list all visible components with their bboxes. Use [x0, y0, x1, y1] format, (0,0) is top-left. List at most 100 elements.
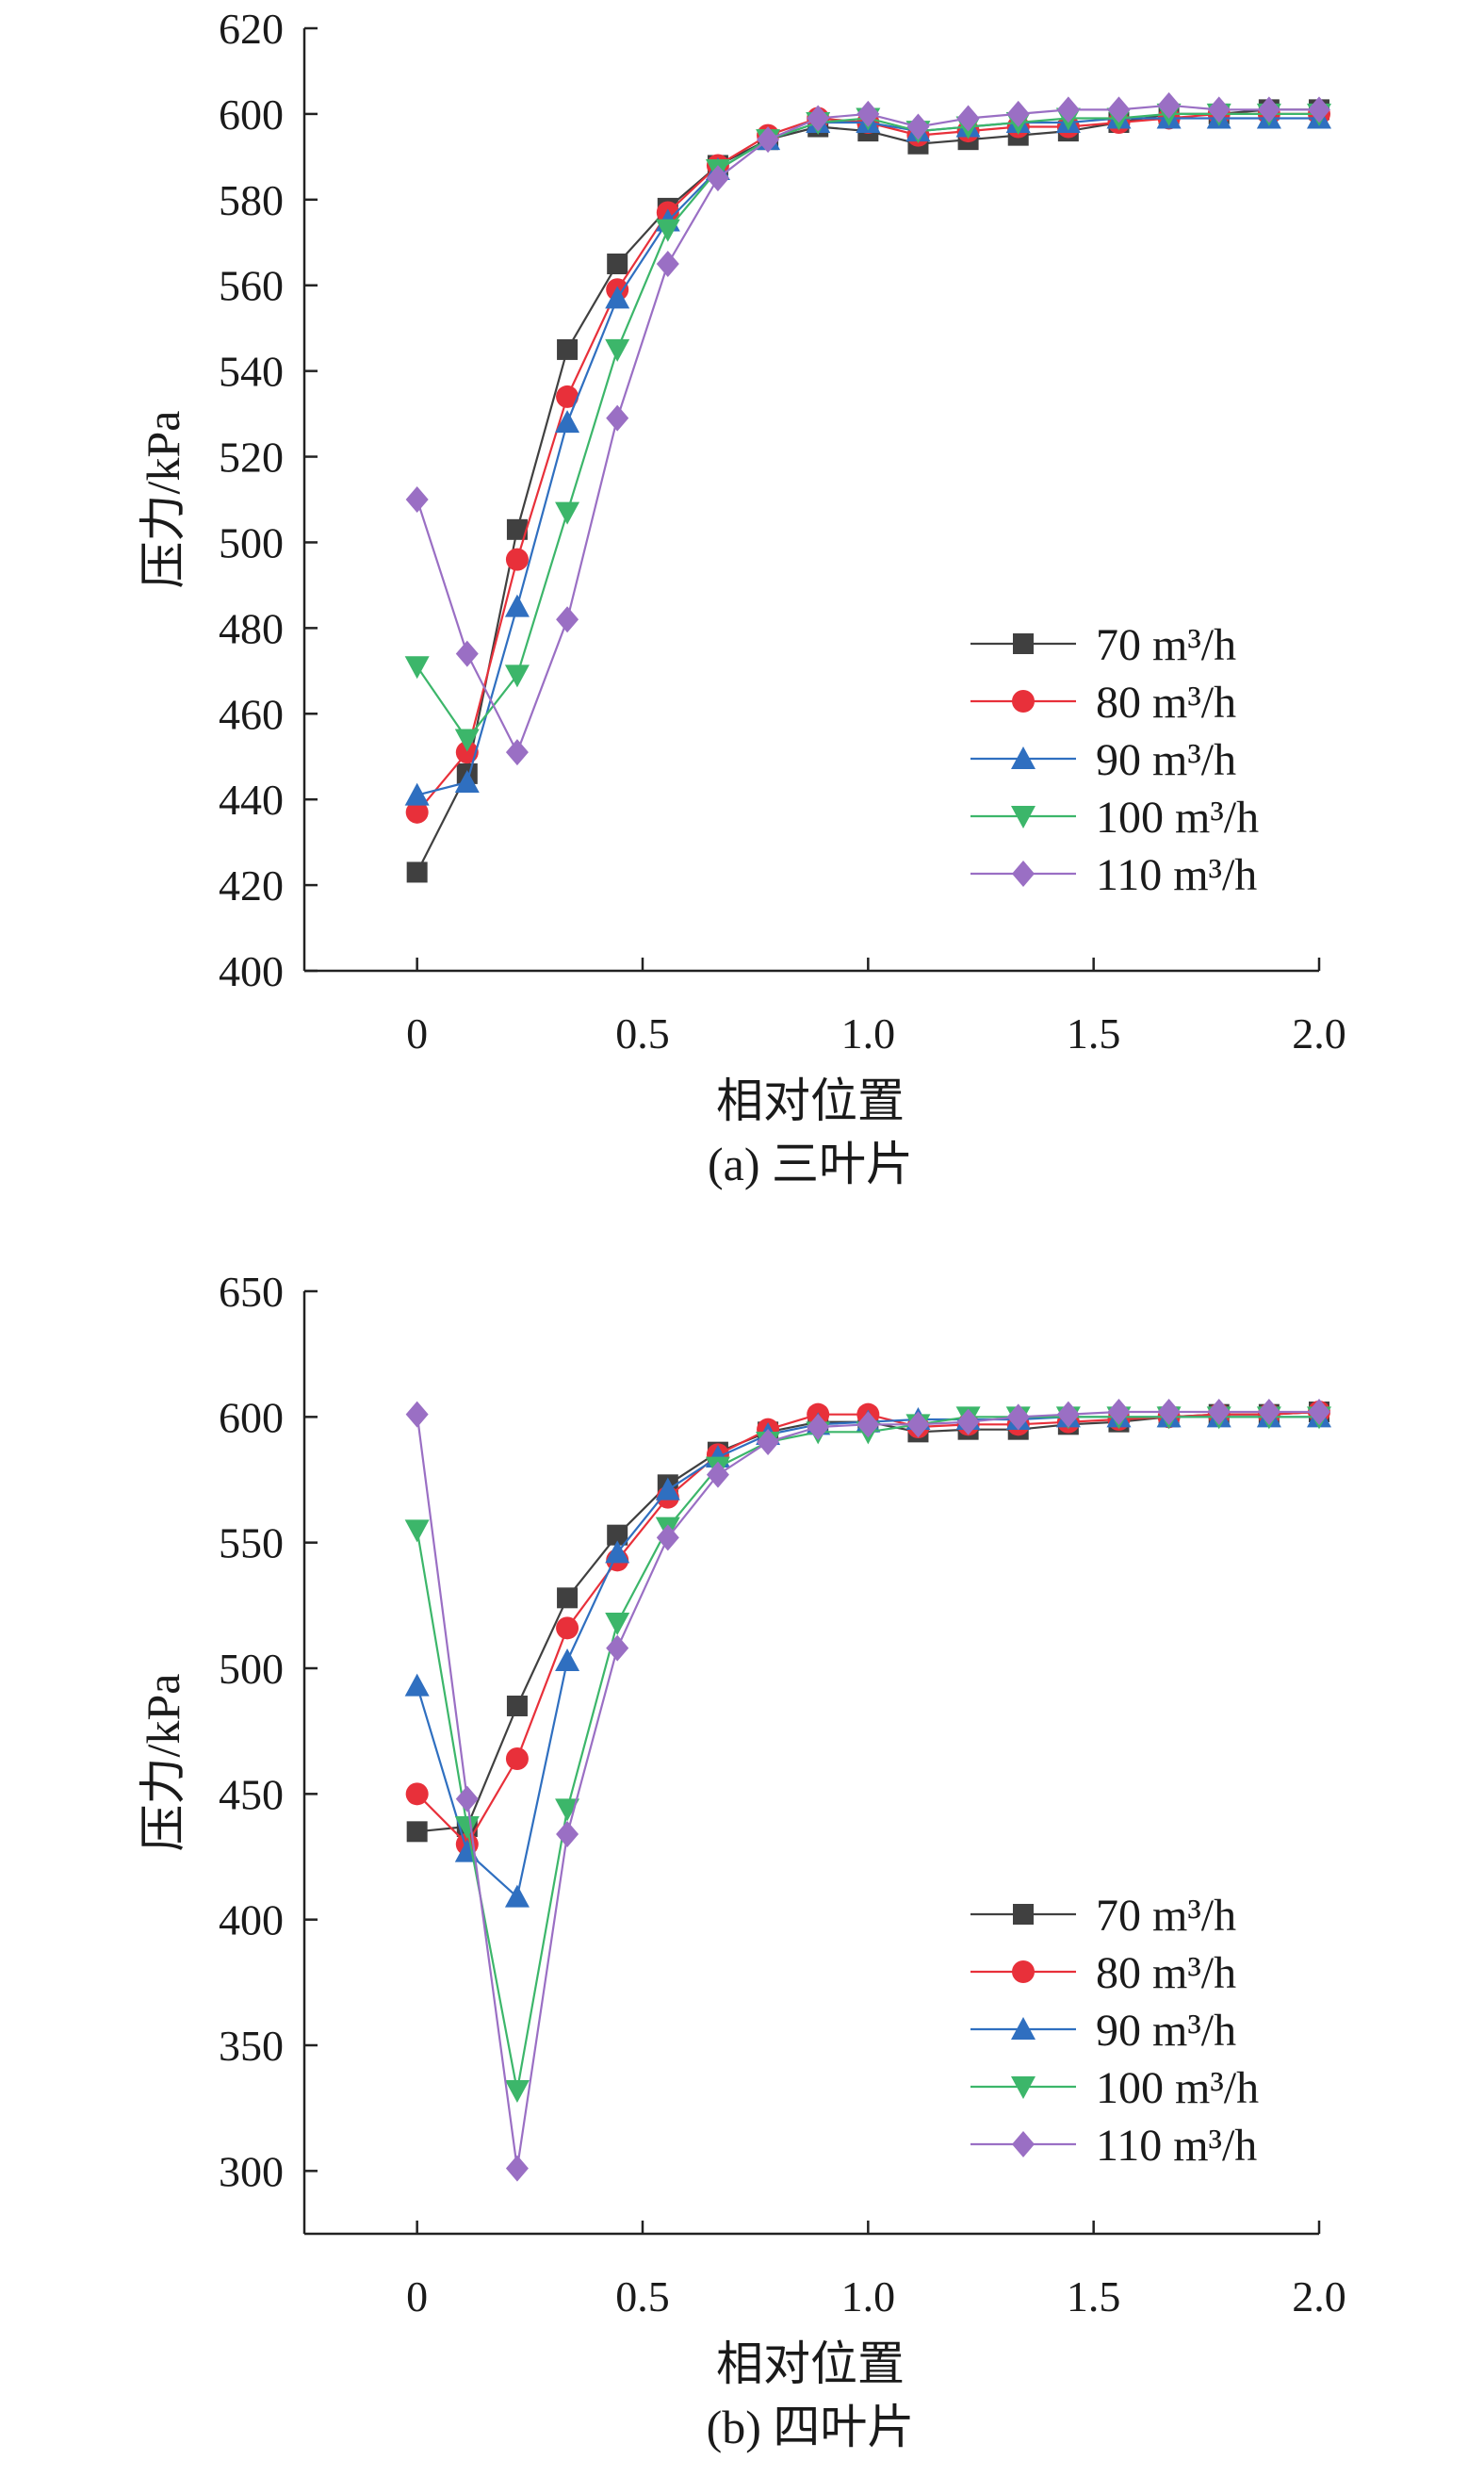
panel-a-data-point: [856, 100, 880, 127]
panel-a-data-point: [455, 741, 479, 764]
panel-a-x-tick-label: 2.0: [1292, 1009, 1346, 1058]
panel-a-y-tick-label: 420: [219, 861, 284, 910]
panel-a-data-point: [406, 861, 428, 883]
panel-b-legend-label: 100 m³/h: [1096, 2063, 1259, 2113]
panel-b-series-4: [405, 1399, 1330, 2182]
panel-b-data-point: [605, 1613, 630, 1635]
panel-b-data-point: [656, 1524, 679, 1551]
panel-b-legend-label: 90 m³/h: [1096, 2006, 1236, 2056]
panel-b-data-point: [1107, 1399, 1131, 1425]
panel-b-data-point: [807, 1414, 830, 1440]
panel-b-y-tick-label: 550: [219, 1519, 284, 1567]
panel-a-x-axis-label: 相对位置: [716, 1074, 905, 1127]
panel-b-data-point: [405, 1782, 429, 1806]
panel-b-data-point: [404, 1519, 430, 1543]
panel-b-data-point: [504, 1884, 530, 1908]
panel-a-legend: 70 m³/h 80 m³/h 90 m³/h 100 m³/h 110 m³/h: [970, 620, 1259, 900]
panel-b-y-axis-label: 压力/kPa: [137, 1674, 189, 1852]
panel-a-legend-marker: [1012, 861, 1035, 887]
panel-a-data-point: [706, 165, 729, 192]
panel-b-legend-label: 110 m³/h: [1096, 2121, 1257, 2171]
panel-a-x-tick-label: 0: [406, 1009, 428, 1058]
panel-a-y-tick-label: 440: [219, 776, 284, 824]
panel-a-data-point: [1308, 96, 1330, 123]
panel-a-caption: (a) 三叶片: [708, 1138, 913, 1190]
panel-b-x-tick-label: 1.0: [841, 2272, 896, 2320]
panel-b-series-line: [416, 1410, 1320, 1833]
panel-a-data-point: [404, 656, 430, 680]
panel-a-data-point: [504, 594, 530, 617]
panel-a-series-4: [405, 91, 1330, 766]
panel-a-legend-label: 90 m³/h: [1096, 735, 1236, 785]
panel-b-x-tick-label: 0.5: [615, 2272, 670, 2320]
panel-a-y-tick-label: 600: [219, 90, 284, 139]
panel-b-y-tick-label: 650: [219, 1268, 284, 1316]
panel-a-data-point: [1157, 91, 1181, 119]
panel-a-legend-label: 70 m³/h: [1096, 620, 1236, 670]
panel-a-y-tick-label: 400: [219, 947, 284, 995]
panel-a-data-point: [607, 254, 628, 274]
panel-b-data-point: [607, 1524, 628, 1546]
panel-b-data-point: [706, 1461, 729, 1488]
panel-a-legend-marker: [1011, 806, 1036, 828]
panel-b-data-point: [406, 1821, 428, 1843]
panel-a-y-tick-label: 540: [219, 348, 284, 396]
panel-b-legend-marker: [1011, 2076, 1036, 2099]
panel-a-data-point: [807, 105, 830, 132]
panel-b-y-tick-label: 350: [219, 2022, 284, 2070]
panel-a-y-tick-label: 620: [219, 5, 284, 53]
panel-a-data-point: [906, 113, 930, 140]
panel-b-legend-label: 70 m³/h: [1096, 1891, 1236, 1941]
panel-a-x-tick-label: 1.5: [1067, 1009, 1121, 1058]
panel-b-x-tick-label: 2.0: [1292, 2272, 1346, 2320]
panel-a-data-point: [1006, 100, 1030, 127]
panel-a-data-point: [606, 404, 629, 432]
panel-b-data-point: [655, 1477, 680, 1500]
panel-b-data-point: [1257, 1399, 1280, 1425]
panel-b-y-tick-label: 600: [219, 1393, 284, 1441]
panel-b-x-axis-label: 相对位置: [716, 2337, 905, 2390]
panel-a-data-point: [556, 385, 579, 408]
panel-a-y-tick-label: 480: [219, 604, 284, 652]
panel-a-data-point: [504, 664, 530, 688]
panel-a-y-tick-label: 520: [219, 434, 284, 482]
panel-b-data-point: [555, 1798, 580, 1822]
panel-a-x-tick-label: 0.5: [615, 1009, 670, 1058]
panel-b-data-point: [1056, 1401, 1080, 1428]
panel-b-data-point: [856, 1411, 880, 1438]
panel-b-y-tick-label: 400: [219, 1896, 284, 1944]
panel-b-x-tick-label: 1.5: [1067, 2272, 1121, 2320]
panel-a-data-point: [454, 729, 480, 752]
panel-b-legend-marker: [1012, 2131, 1035, 2157]
panel-b-data-point: [1157, 1399, 1181, 1425]
panel-a-y-tick-label: 580: [219, 176, 284, 224]
panel-b-data-point: [557, 1587, 579, 1609]
panel-b-legend-marker: [1011, 2017, 1036, 2040]
panel-b-legend: 70 m³/h 80 m³/h 90 m³/h 100 m³/h 110 m³/h: [970, 1891, 1259, 2171]
panel-a-data-point: [506, 518, 528, 540]
panel-b-data-point: [757, 1429, 780, 1455]
panel-a-legend-marker: [1011, 746, 1036, 769]
panel-a-legend-label: 100 m³/h: [1096, 793, 1259, 843]
panel-a-y-tick-label: 460: [219, 690, 284, 738]
panel-a-data-point: [757, 126, 780, 154]
panel-a-data-point: [555, 501, 580, 525]
panel-a-data-point: [505, 739, 529, 766]
panel-a-legend-marker: [1012, 690, 1035, 713]
panel-a-data-point: [1207, 96, 1231, 123]
panel-a-y-tick-label: 560: [219, 262, 284, 310]
panel-a-data-point: [956, 105, 980, 132]
panel-b-data-point: [556, 1616, 579, 1640]
panel-a-data-point: [605, 286, 630, 309]
panel-a-data-point: [505, 548, 529, 571]
panel-b-caption: (b) 四叶片: [707, 2401, 915, 2453]
panel-a-data-point: [656, 251, 679, 277]
panel-a-data-point: [1107, 96, 1131, 123]
panel-b-legend-marker: [1012, 1960, 1035, 1983]
panel-a-data-point: [557, 338, 579, 360]
panel-b-data-point: [1006, 1403, 1030, 1431]
panel-b-data-point: [506, 1696, 528, 1716]
panel-b-data-point: [605, 1540, 630, 1564]
panel-a-legend-label: 80 m³/h: [1096, 678, 1236, 728]
panel-a-legend-marker: [1013, 633, 1034, 654]
